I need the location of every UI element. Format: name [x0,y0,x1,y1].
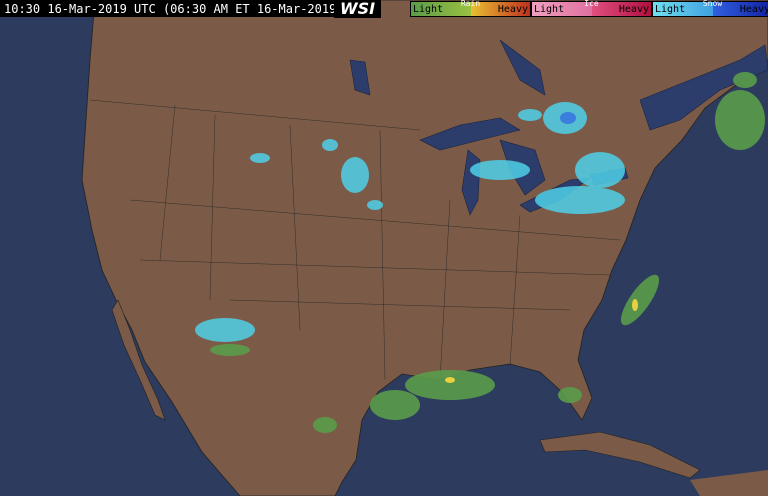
moderate-rain [445,299,638,383]
legend-high: Heavy [591,2,651,16]
legend-name: Snow [702,0,723,8]
legend-group: Light Heavy Ice [531,0,652,17]
brand: WSI [334,0,382,18]
baja [111,299,166,421]
legend-high: Heavy [712,2,768,16]
borders [89,99,621,381]
legend-name: Ice [584,0,599,8]
legend-group: Light Heavy Snow [652,0,768,17]
legend-high: Heavy [470,2,530,16]
legend-group: Light Heavy Rain [410,0,531,17]
legend-low: Light [532,2,592,16]
rain-echoes [210,72,765,433]
hispaniola [690,470,768,496]
heavy-snow [560,112,576,124]
cuba [539,431,701,479]
timestamp: 10:30 16-Mar-2019 UTC (06:30 AM ET 16-Ma… [0,0,348,17]
snow-echoes [195,102,625,342]
legend-name: Rain [460,0,481,8]
legend-low: Light [411,2,471,16]
legend-low: Light [653,2,713,16]
legend: Light Heavy Rain Light Heavy Ice Light Heavy Sno… [410,0,768,17]
